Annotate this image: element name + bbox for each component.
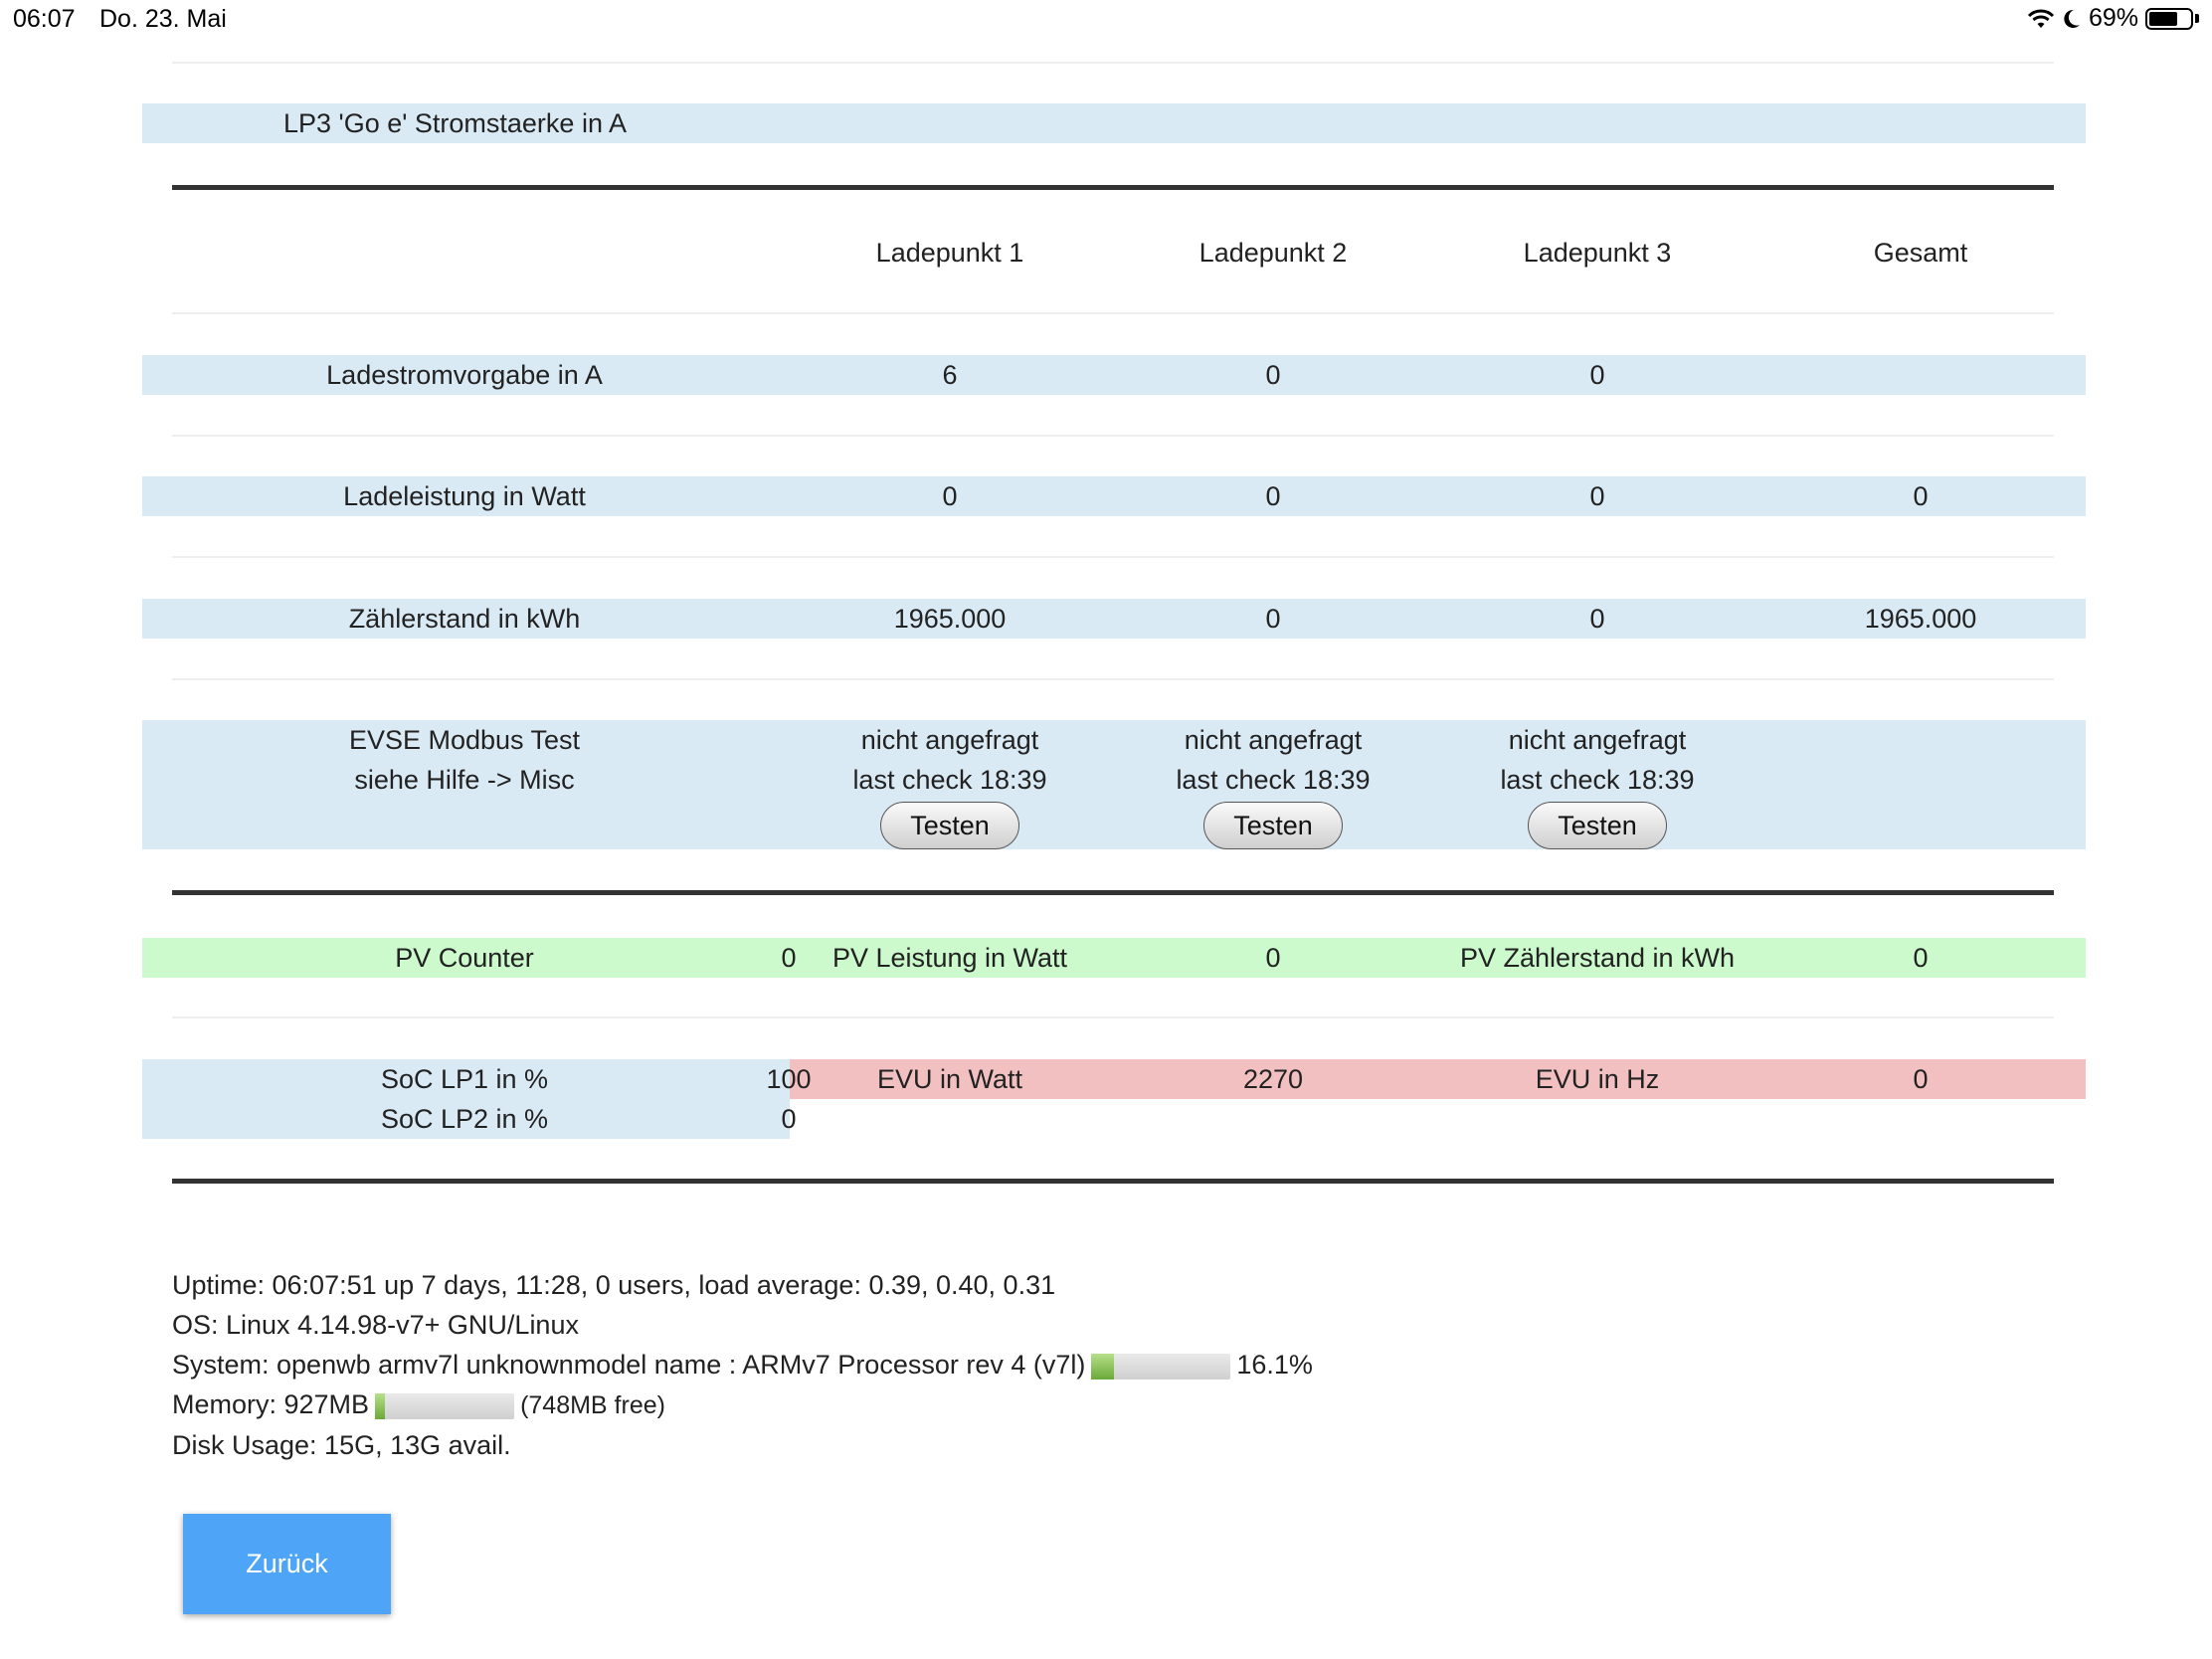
memory-line: Memory: 927MB (748MB free) (172, 1384, 1313, 1425)
evse-status-lp2: nicht angefragt (1184, 725, 1363, 755)
ladestrom-label: Ladestromvorgabe in A (326, 360, 603, 390)
evu-hz-value: 0 (1913, 1064, 1929, 1094)
pv-leistung-label: PV Leistung in Watt (831, 943, 1068, 973)
ladeleistung-lp1: 0 (942, 481, 958, 511)
section-divider (172, 890, 2054, 895)
ladeleistung-lp2: 0 (1265, 481, 1281, 511)
ladestrom-lp3: 0 (1589, 360, 1605, 390)
testen-button-lp3[interactable]: Testen (1528, 802, 1667, 849)
divider (172, 312, 2054, 314)
pv-counter-label: PV Counter (395, 943, 534, 973)
evse-status-lp3: nicht angefragt (1508, 725, 1687, 755)
section-divider (172, 185, 2054, 190)
evse-last-check-lp3: last check 18:39 (1500, 765, 1695, 795)
pv-row (142, 938, 2086, 978)
memory-free: (748MB free) (520, 1391, 665, 1419)
lp3-label: LP3 'Go e' Stromstaerke in A (283, 108, 627, 138)
divider (172, 556, 2054, 558)
soc-lp1-label: SoC LP1 in % (380, 1064, 549, 1094)
status-date: Do. 23. Mai (99, 5, 227, 33)
zaehlerstand-label: Zählerstand in kWh (348, 604, 581, 634)
zurueck-button[interactable]: Zurück (183, 1514, 391, 1614)
testen-button-lp2[interactable]: Testen (1203, 802, 1343, 849)
evu-row (790, 1059, 2086, 1099)
ladestrom-row (142, 355, 2086, 395)
divider (172, 435, 2054, 437)
header-ladepunkt-2: Ladepunkt 2 (1198, 238, 1348, 268)
ladeleistung-gesamt: 0 (1913, 481, 1929, 511)
testen-button-lp1[interactable]: Testen (880, 802, 1019, 849)
system-info: Uptime: 06:07:51 up 7 days, 11:28, 0 use… (172, 1265, 1313, 1465)
system-text: System: openwb armv7l unknownmodel name … (172, 1350, 1086, 1380)
evu-hz-label: EVU in Hz (1535, 1064, 1660, 1094)
status-time: 06:07 (13, 5, 76, 33)
pv-zaehler-label: PV Zählerstand in kWh (1459, 943, 1736, 973)
header-ladepunkt-1: Ladepunkt 1 (875, 238, 1024, 268)
wifi-icon (2027, 9, 2055, 28)
pv-zaehler-value: 0 (1913, 943, 1929, 973)
memory-text: Memory: 927MB (172, 1389, 370, 1419)
ladeleistung-lp3: 0 (1589, 481, 1605, 511)
evu-watt-value: 2270 (1242, 1064, 1304, 1094)
system-line: System: openwb armv7l unknownmodel name … (172, 1345, 1313, 1384)
soc-block (142, 1059, 790, 1139)
os-text: OS: Linux 4.14.98-v7+ GNU/Linux (172, 1310, 579, 1340)
evse-last-check-lp2: last check 18:39 (1176, 765, 1371, 795)
zaehlerstand-lp3: 0 (1589, 604, 1605, 634)
cpu-meter-fill (1091, 1353, 1114, 1380)
ladeleistung-label: Ladeleistung in Watt (343, 481, 586, 511)
zaehlerstand-gesamt: 1965.000 (1864, 604, 1977, 634)
disk-text: Disk Usage: 15G, 13G avail. (172, 1430, 511, 1460)
zaehlerstand-row (142, 599, 2086, 639)
ladeleistung-row (142, 476, 2086, 516)
evu-watt-label: EVU in Watt (876, 1064, 1023, 1094)
header-gesamt: Gesamt (1873, 238, 1968, 268)
evse-last-check-lp1: last check 18:39 (852, 765, 1047, 795)
evse-help-hint: siehe Hilfe -> Misc (354, 765, 575, 795)
status-indicators: 69% (2027, 4, 2199, 33)
soc-lp1-value: 100 (766, 1064, 812, 1094)
soc-lp2-label: SoC LP2 in % (380, 1104, 549, 1134)
battery-icon (2145, 7, 2193, 30)
divider (172, 678, 2054, 680)
pv-leistung-value: 0 (1265, 943, 1281, 973)
status-bar: 06:07 Do. 23. Mai 69% (0, 0, 2212, 40)
moon-icon (2064, 9, 2080, 28)
battery-tip (2195, 14, 2199, 23)
soc-lp2-value: 0 (781, 1104, 797, 1134)
evse-label: EVSE Modbus Test (348, 725, 581, 755)
uptime-text: Uptime: 06:07:51 up 7 days, 11:28, 0 use… (172, 1270, 1056, 1300)
pv-counter-value: 0 (781, 943, 797, 973)
evse-status-lp1: nicht angefragt (860, 725, 1039, 755)
cpu-percent: 16.1% (1236, 1350, 1313, 1380)
memory-meter-fill (375, 1392, 385, 1419)
ladestrom-lp1: 6 (942, 360, 958, 390)
section-divider (172, 1179, 2054, 1184)
zaehlerstand-lp1: 1965.000 (893, 604, 1007, 634)
memory-meter (375, 1392, 515, 1419)
zaehlerstand-lp2: 0 (1265, 604, 1281, 634)
battery-level (2149, 11, 2177, 26)
battery-percent: 69% (2088, 4, 2138, 32)
divider (172, 62, 2054, 64)
lp3-row (142, 103, 2086, 143)
cpu-meter (1091, 1353, 1231, 1380)
header-ladepunkt-3: Ladepunkt 3 (1523, 238, 1672, 268)
evse-row (142, 720, 2086, 849)
ladestrom-lp2: 0 (1265, 360, 1281, 390)
divider (172, 1016, 2054, 1018)
